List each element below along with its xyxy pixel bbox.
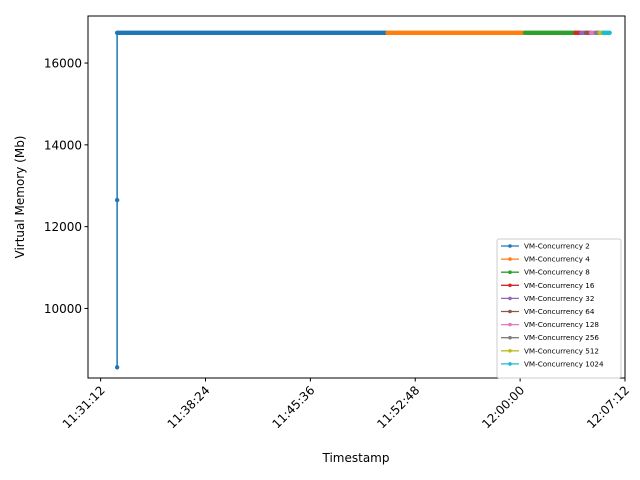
y-tick-label: 12000 <box>44 220 82 234</box>
legend-entry-label: VM-Concurrency 4 <box>524 255 590 264</box>
y-tick-label: 14000 <box>44 138 82 152</box>
legend-entry-label: VM-Concurrency 16 <box>524 281 595 290</box>
legend-entry-label: VM-Concurrency 32 <box>524 294 594 303</box>
legend-entry-label: VM-Concurrency 64 <box>524 307 595 316</box>
legend-entry-label: VM-Concurrency 256 <box>524 333 599 342</box>
legend-swatch-marker <box>508 270 512 275</box>
legend-entry-label: VM-Concurrency 512 <box>524 346 599 355</box>
y-tick-label: 10000 <box>44 302 82 316</box>
legend-swatch-marker <box>508 362 512 366</box>
plot-frame <box>87 15 626 379</box>
x-axis-label: Timestamp <box>322 451 390 465</box>
plot-area <box>114 30 612 370</box>
series-point <box>114 197 120 203</box>
y-tick-label: 16000 <box>44 57 82 71</box>
legend-entry-label: VM-Concurrency 8 <box>524 268 590 277</box>
y-axis-label: Virtual Memory (Mb) <box>13 136 27 259</box>
legend-swatch-marker <box>508 349 512 353</box>
series-point <box>607 30 612 35</box>
series-point <box>114 365 120 370</box>
legend-swatch-marker <box>508 244 512 248</box>
legend-swatch-marker <box>508 309 512 314</box>
legend-swatch-marker <box>508 335 512 340</box>
legend-entry-label: VM-Concurrency 1024 <box>524 359 604 368</box>
legend-box <box>496 238 622 379</box>
y-axis: 10000 12000 14000 16000 <box>44 57 88 316</box>
legend: VM-Concurrency 2 VM-Concurrency 4 VM-Concu… <box>496 238 622 379</box>
legend-swatch-marker <box>508 257 512 261</box>
legend-entry-label: VM-Concurrency 128 <box>524 320 599 329</box>
legend-swatch-marker <box>508 322 512 327</box>
legend-swatch-marker <box>508 283 512 288</box>
legend-swatch-marker <box>508 296 512 301</box>
legend-entry-label: VM-Concurrency 2 <box>524 242 590 251</box>
